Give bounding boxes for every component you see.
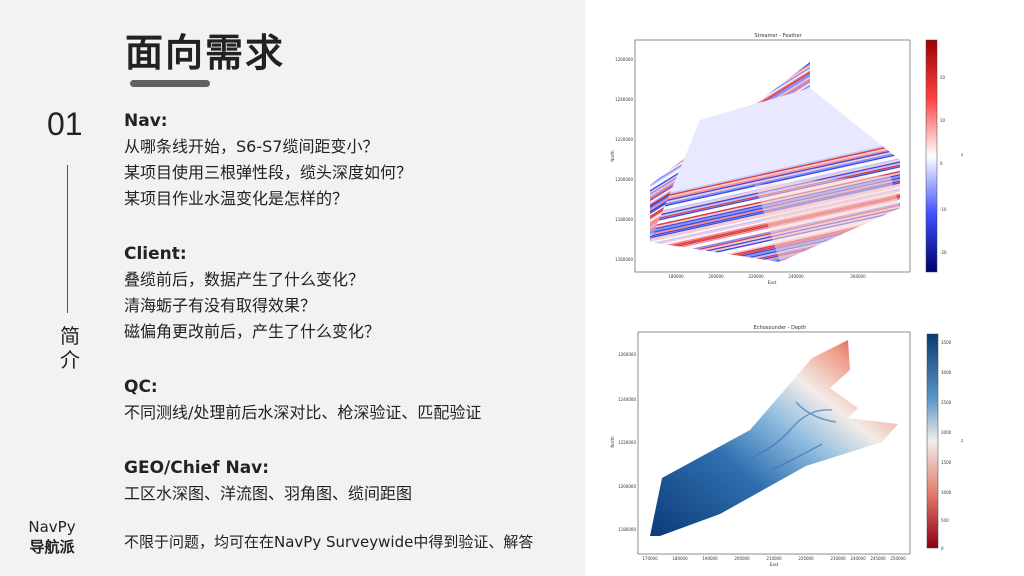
feather-swath-east [755,175,900,262]
section-number: 01 [47,106,83,142]
x-tick-label: 180000 [672,556,688,561]
colorbar-tick-label: 1000 [941,490,952,495]
question-line: 叠缆前后，数据产生了什么变化？ [124,270,365,289]
section-qc: QC: 不同测线/处理前后水深对比、枪深验证、匹配验证 [124,376,481,426]
x-tick-label: 230000 [830,556,846,561]
colorbar-ticks: 20 10 0 -10 -20 [940,75,947,255]
section-heading: QC: [124,377,158,397]
x-tick-label: 260000 [850,274,866,279]
colorbar [926,333,939,549]
colorbar-tick-label: 3000 [941,370,952,375]
colorbar-tick-label: 2500 [941,400,952,405]
y-tick-label: 1200000 [615,177,633,182]
question-line: 工区水深图、洋流图、羽角图、缆间距图 [124,484,413,503]
y-tick-label: 1200000 [618,484,636,489]
x-tick-label: 220000 [748,274,764,279]
x-axis: 170000 180000 190000 200000 210000 22000… [642,556,906,561]
section-nav: Nav: 从哪条线开始，S6-S7缆间距变小？ 某项目使用三根弹性段，缆头深度如… [124,110,412,212]
brand-logo: NavPy 导航派 [22,517,82,557]
colorbar-label: z [961,438,963,443]
y-tick-label: 1240000 [615,97,633,102]
colorbar-ticks: 3500 3000 2500 2000 1500 1000 500 0 [941,340,952,551]
feather-chart: Streamer - Feather 180000 200000 220000 … [600,30,980,290]
colorbar-tick-label: 0 [940,161,943,166]
y-tick-label: 1260000 [618,352,636,357]
section-label-char: 介 [60,348,80,372]
question-line: 某项目作业水温变化是怎样的？ [124,189,349,208]
x-axis-label: East [768,280,777,285]
y-axis: 1260000 1240000 1220000 1200000 1180000 [618,352,636,532]
feather-chart-svg: Streamer - Feather 180000 200000 220000 … [610,33,963,285]
y-axis-label: North [610,150,615,162]
depth-channels [749,401,837,471]
section-label: 简 介 [58,324,82,372]
x-tick-label: 245000 [870,556,886,561]
x-tick-label: 180000 [668,274,684,279]
y-axis-label: North [610,436,615,448]
y-tick-label: 1240000 [618,397,636,402]
x-tick-label: 200000 [734,556,750,561]
x-tick-label: 200000 [708,274,724,279]
section-heading: GEO/Chief Nav: [124,458,270,478]
question-line: 清海蛎子有没有取得效果？ [124,296,317,315]
question-line: 磁偏角更改前后，产生了什么变化？ [124,322,381,341]
section-label-char: 简 [60,324,80,348]
x-tick-label: 250000 [890,556,906,561]
divider-line [67,165,68,313]
left-panel: 面向需求 01 简 介 NavPy 导航派 Nav: 从哪条线开始，S6-S7缆… [0,0,585,576]
footer-note: 不限于问题，均可在在NavPy Surveywide中得到验证、解答 [124,533,534,551]
brand-name-zh: 导航派 [29,538,75,556]
x-axis-label: East [770,562,779,567]
depth-chart-svg: Echosounder - Depth 170000 180000 190000… [610,325,963,567]
section-geo: GEO/Chief Nav: 工区水深图、洋流图、羽角图、缆间距图 [124,457,412,507]
x-tick-label: 210000 [766,556,782,561]
question-line: 从哪条线开始，S6-S7缆间距变小？ [124,137,379,156]
depth-surface [650,340,898,536]
x-tick-label: 240000 [850,556,866,561]
page-title: 面向需求 [125,31,286,75]
y-tick-label: 1160000 [615,257,633,262]
x-tick-label: 240000 [788,274,804,279]
x-tick-label: 170000 [642,556,658,561]
chart-title: Echosounder - Depth [754,325,807,331]
y-tick-label: 1220000 [615,137,633,142]
colorbar-tick-label: 3500 [941,340,952,345]
colorbar-tick-label: 1500 [941,460,952,465]
y-tick-label: 1180000 [618,527,636,532]
colorbar-label: z [961,152,963,157]
section-client: Client: 叠缆前后，数据产生了什么变化？ 清海蛎子有没有取得效果？ 磁偏角… [124,243,380,345]
colorbar-tick-label: 2000 [941,430,952,435]
colorbar [925,39,938,273]
colorbar-tick-label: 0 [941,546,944,551]
y-tick-label: 1260000 [615,57,633,62]
brand-name-en: NavPy [28,518,76,536]
chart-title: Streamer - Feather [754,33,802,39]
colorbar-tick-label: -20 [940,250,947,255]
y-axis: 1260000 1240000 1220000 1200000 1180000 … [615,57,633,262]
y-tick-label: 1220000 [618,440,636,445]
section-heading: Client: [124,244,187,264]
x-tick-label: 190000 [702,556,718,561]
colorbar-tick-label: 500 [941,518,949,523]
question-line: 不同测线/处理前后水深对比、枪深验证、匹配验证 [124,403,482,422]
question-line: 某项目使用三根弹性段，缆头深度如何？ [124,163,413,182]
section-heading: Nav: [124,111,168,131]
colorbar-tick-label: 20 [940,75,946,80]
x-tick-label: 220000 [798,556,814,561]
colorbar-tick-label: 10 [940,118,946,123]
x-axis: 180000 200000 220000 240000 260000 [668,274,866,279]
title-underline [130,80,210,87]
colorbar-tick-label: -10 [940,207,947,212]
y-tick-label: 1180000 [615,217,633,222]
depth-chart: Echosounder - Depth 170000 180000 190000… [600,318,980,568]
